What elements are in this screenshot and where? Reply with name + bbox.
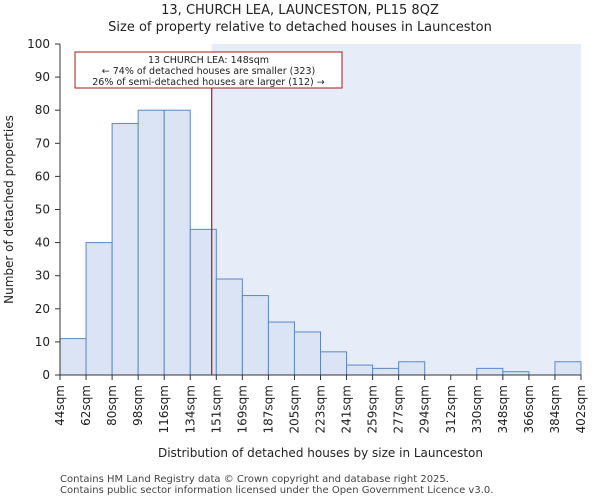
y-tick-label: 100 [27,37,50,51]
x-tick-label: 384sqm [548,385,562,433]
bar-330sqm [476,367,504,376]
x-tick-label: 402sqm [574,385,588,433]
bar-241sqm [346,364,374,376]
x-tick-label: 294sqm [418,385,432,433]
y-tick-label: 20 [35,302,50,316]
y-tick-label: 10 [35,335,50,349]
bar-116sqm [163,109,191,376]
annotation-line-3: 26% of semi-detached houses are larger (… [92,77,325,88]
y-tick-label: 40 [35,236,50,250]
y-tick-label: 50 [35,203,50,217]
x-tick-label: 134sqm [183,385,197,433]
x-tick-label: 205sqm [287,385,301,433]
x-tick-label: 241sqm [340,385,354,433]
x-axis-label: Distribution of detached houses by size … [158,446,483,460]
bar-205sqm [293,331,322,376]
bar-187sqm [267,321,295,376]
bar-277sqm [398,361,426,376]
x-tick-label: 348sqm [496,385,510,433]
bar-151sqm [215,278,243,376]
x-tick-label: 366sqm [522,385,536,433]
chart-title: 13, CHURCH LEA, LAUNCESTON, PL15 8QZ [161,3,439,18]
x-tick-label: 187sqm [261,385,275,433]
y-tick-label: 60 [35,169,50,183]
bar-80sqm [111,122,139,376]
footer-line-2: Contains public sector information licen… [60,485,494,496]
bar-62sqm [85,242,113,376]
y-axis-label: Number of detached properties [2,115,16,304]
bar-223sqm [320,351,348,376]
x-tick-label: 62sqm [79,385,93,426]
y-tick-label: 0 [42,368,50,382]
x-tick-label: 80sqm [105,385,119,426]
bar-134sqm [189,228,217,376]
annotation-line-2: ← 74% of detached houses are smaller (32… [102,66,315,77]
y-tick-label: 70 [35,136,50,150]
chart-subtitle: Size of property relative to detached ho… [108,20,492,35]
x-tick-label: 116sqm [157,385,171,433]
x-tick-label: 330sqm [470,385,484,433]
y-tick-label: 90 [35,70,50,84]
x-tick-label: 223sqm [314,385,328,433]
y-tick-label: 80 [35,103,50,117]
bar-384sqm [554,361,582,376]
x-tick-label: 98sqm [131,385,145,426]
annotation-line-1: 13 CHURCH LEA: 148sqm [148,55,269,66]
x-tick-label: 169sqm [235,385,249,433]
footer-line-1: Contains HM Land Registry data © Crown c… [60,474,449,485]
bar-44sqm [59,338,87,376]
x-tick-label: 277sqm [392,385,406,433]
bar-98sqm [137,109,165,376]
x-tick-label: 44sqm [53,385,67,426]
y-tick-label: 30 [35,269,50,283]
x-tick-label: 259sqm [366,385,380,433]
highlight-region [211,44,581,375]
bar-259sqm [372,367,400,376]
x-tick-label: 151sqm [209,385,223,433]
annotation-box [74,51,343,89]
bar-169sqm [241,295,269,376]
x-tick-label: 312sqm [444,385,458,433]
